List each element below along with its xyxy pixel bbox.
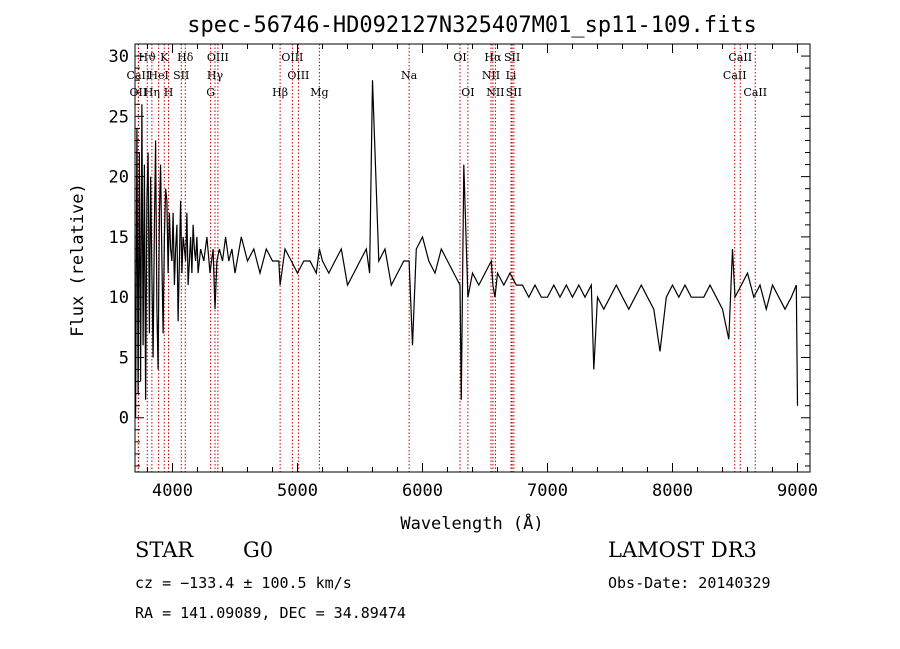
line-label-25: CaII	[723, 69, 747, 82]
line-label-24: SII	[506, 86, 522, 99]
line-label-6: SII	[173, 69, 189, 82]
spectrum-series-line	[135, 80, 799, 418]
line-label-10: Hγ	[207, 69, 224, 82]
line-label-11: G	[206, 86, 215, 99]
line-label-9: OIII	[207, 51, 229, 64]
line-label-12: Hβ	[272, 86, 288, 99]
y-tick-label: 0	[119, 409, 129, 429]
survey-name: LAMOST DR3	[608, 538, 757, 562]
line-label-26: CaII	[728, 51, 752, 64]
line-label-14: OIII	[287, 69, 309, 82]
x-axis: 4000 5000 6000 7000 8000 9000	[147, 44, 818, 501]
x-tick-label: 9000	[777, 481, 818, 501]
y-tick-label: 5	[119, 348, 129, 368]
line-label-7: H	[164, 86, 174, 99]
plot-frame	[134, 43, 811, 473]
spectral-line-markers	[137, 44, 756, 472]
y-tick-label: 25	[109, 107, 129, 127]
x-tick-label: 5000	[277, 481, 318, 501]
line-label-21: NII	[486, 86, 504, 99]
x-tick-label: 4000	[152, 481, 193, 501]
line-label-4: HeI	[148, 69, 168, 82]
x-axis-label: Wavelength (Å)	[400, 512, 543, 534]
line-label-19: Hα	[484, 51, 502, 64]
line-label-23: Li	[506, 69, 517, 82]
line-label-18: OI	[461, 86, 474, 99]
y-axis-label: Flux (relative)	[68, 183, 88, 337]
y-tick-label: 30	[109, 47, 129, 67]
object-subclass: G0	[243, 538, 274, 562]
x-tick-label: 6000	[402, 481, 443, 501]
observation-date: Obs-Date: 20140329	[608, 574, 771, 592]
y-tick-label: 20	[109, 168, 129, 188]
line-label-0: Hϑ	[139, 51, 157, 64]
y-tick-label: 15	[109, 228, 129, 248]
line-label-13: OIII	[281, 51, 303, 64]
line-label-3: K	[160, 51, 169, 64]
line-label-15: Mg	[310, 86, 328, 99]
object-class: STAR	[135, 538, 194, 562]
line-label-8: Hδ	[177, 51, 194, 64]
line-label-2: CaII	[127, 69, 151, 82]
y-axis: 0 5 10 15 20 25 30	[109, 47, 810, 467]
coordinates-readout: RA = 141.09089, DEC = 34.89474	[135, 604, 406, 622]
line-label-20: NII	[482, 69, 500, 82]
line-label-16: Na	[401, 69, 418, 82]
x-tick-label: 8000	[652, 481, 693, 501]
chart-title: spec-56746-HD092127N325407M01_sp11-109.f…	[187, 13, 757, 38]
line-label-27: CaII	[743, 86, 767, 99]
x-tick-label: 7000	[527, 481, 568, 501]
line-label-17: OI	[453, 51, 466, 64]
line-label-22: SII	[504, 51, 520, 64]
y-tick-label: 10	[109, 288, 129, 308]
redshift-readout: cz = −133.4 ± 100.5 km/s	[135, 574, 352, 592]
line-label-5: Hη	[144, 86, 160, 99]
